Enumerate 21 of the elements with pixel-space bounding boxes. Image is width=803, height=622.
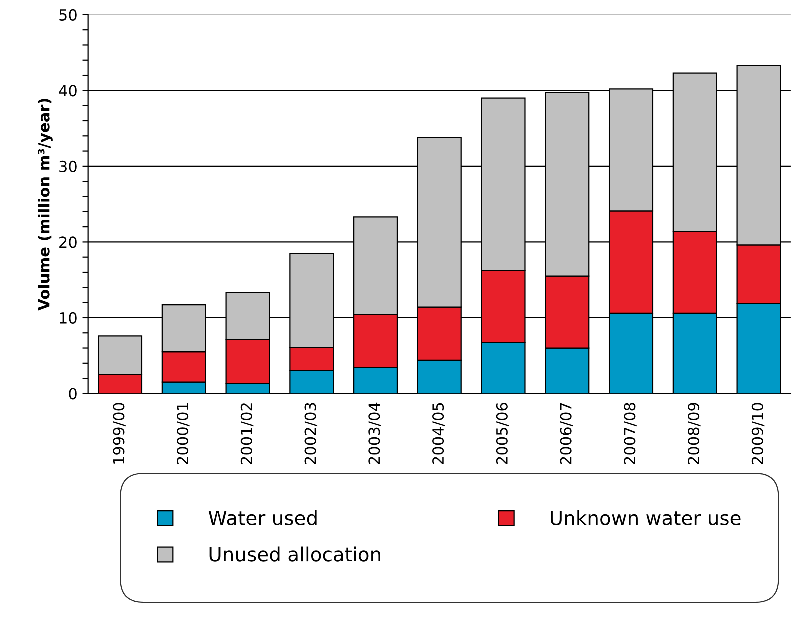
x-tick-label: 2006/07 (560, 403, 574, 464)
x-tick-label: 2008/09 (688, 403, 701, 464)
y-tick-label: 40 (59, 85, 77, 97)
x-tick-label: 2007/08 (624, 403, 637, 464)
y-tick-label: 30 (60, 160, 77, 172)
y-tick-label: 0 (69, 388, 77, 400)
y-tick-label: 10 (60, 312, 77, 324)
legend-label: Water used (208, 510, 317, 526)
y-tick-label: 20 (60, 236, 77, 248)
x-tick-label: 2005/06 (496, 403, 510, 464)
legend-label: Unknown water use (551, 510, 741, 526)
y-axis-title: Volume (million m³/year) (38, 99, 53, 311)
x-tick-label: 2004/05 (432, 403, 446, 464)
x-tick-label: 2009/10 (752, 403, 765, 464)
x-tick-label: 2002/03 (304, 403, 318, 464)
x-tick-label: 2003/04 (368, 402, 382, 464)
x-tick-label: 2000/01 (177, 403, 190, 464)
x-tick-label: 1999/00 (113, 403, 126, 464)
y-tick-label: 50 (60, 9, 77, 21)
x-tick-label: 2001/02 (240, 404, 254, 464)
legend-label: Unused allocation (210, 546, 380, 562)
